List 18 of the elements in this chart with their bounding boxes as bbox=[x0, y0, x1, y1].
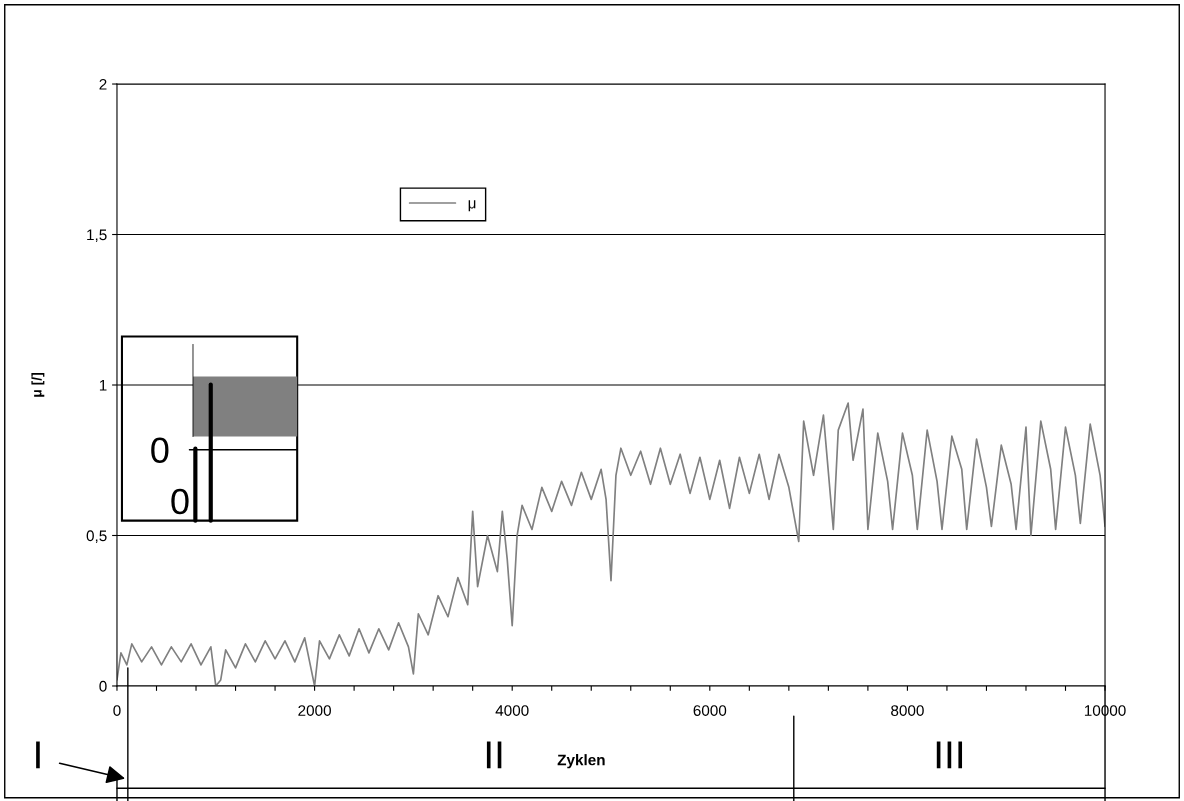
annotation: 0 bbox=[151, 437, 169, 464]
x-tick-label: 2000 bbox=[298, 705, 331, 716]
y-tick-label: 1 bbox=[99, 380, 107, 391]
x-tick-label: 6000 bbox=[693, 705, 727, 716]
text: II bbox=[486, 741, 502, 769]
annotation: 0 bbox=[171, 488, 189, 515]
text: III bbox=[936, 741, 963, 769]
legend-label: μ bbox=[468, 200, 476, 212]
y-axis-title: μ [/] bbox=[31, 373, 45, 397]
x-tick-label: 8000 bbox=[891, 705, 924, 716]
x-axis-title: Zyklen bbox=[557, 754, 605, 769]
x-tick-label: 0 bbox=[113, 705, 121, 716]
x-tick-label: 4000 bbox=[495, 705, 529, 716]
y-tick-label: 0 bbox=[99, 680, 107, 692]
text: I bbox=[36, 741, 40, 769]
y-tick-label: 1,5 bbox=[87, 229, 107, 242]
y-tick-label: 2 bbox=[99, 78, 107, 90]
y-tick-label: 0,5 bbox=[86, 530, 107, 543]
